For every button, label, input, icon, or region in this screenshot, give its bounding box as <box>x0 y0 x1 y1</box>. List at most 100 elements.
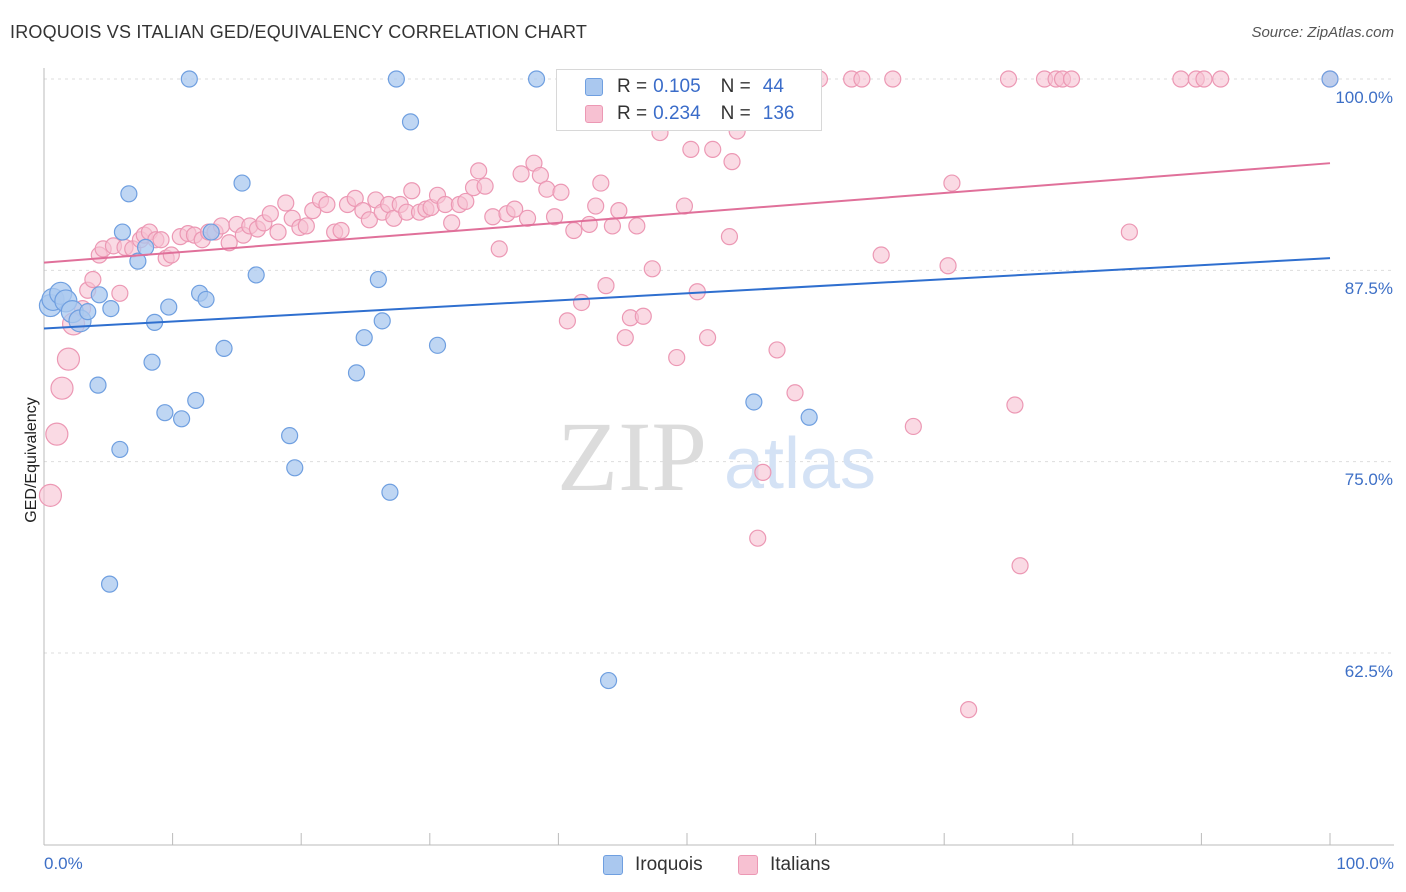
iroquois-trend-line <box>43 257 1331 330</box>
x-tick-label-min: 0.0% <box>44 854 83 873</box>
italians-point-84 <box>597 277 615 295</box>
iroquois-point-10 <box>100 575 119 593</box>
y-axis-title: GED/Equivalency <box>23 397 40 522</box>
italians-point-55 <box>403 182 421 200</box>
r-label: R = <box>617 76 648 97</box>
italians-point-121 <box>1006 396 1024 414</box>
watermark: ZIP atlas <box>557 401 876 512</box>
iroquois-point-15 <box>136 238 155 256</box>
italians-point-97 <box>698 329 717 347</box>
italians-point-122 <box>1011 557 1029 575</box>
iroquois-point-41 <box>745 393 763 411</box>
trend-lines <box>43 162 1331 330</box>
iroquois-point-31 <box>347 364 366 382</box>
italians-point-94 <box>675 197 694 215</box>
italians-point-35 <box>269 223 287 241</box>
italians-point-0 <box>38 483 63 507</box>
iroquois-legend-swatch <box>603 855 623 875</box>
italians-point-82 <box>587 197 605 215</box>
italians-point-91 <box>643 260 661 278</box>
italians-point-89 <box>628 217 646 235</box>
italians-point-66 <box>476 177 494 195</box>
grid-lines <box>44 78 1394 654</box>
italians-point-100 <box>723 153 741 171</box>
italians-point-120 <box>999 70 1018 88</box>
italians-point-85 <box>603 217 622 235</box>
legend-row-iroquois: R = 0.105 N = 44 <box>585 74 784 100</box>
iroquois-point-40 <box>599 671 618 690</box>
iroquois-point-16 <box>143 353 161 371</box>
italians-point-128 <box>1172 70 1190 88</box>
iroquois-point-14 <box>129 252 147 270</box>
italians-point-115 <box>884 70 902 88</box>
iroquois-point-26 <box>215 339 233 357</box>
italians-point-118 <box>943 174 961 192</box>
italians-point-1 <box>45 422 69 446</box>
italians-point-34 <box>261 205 279 223</box>
italians-point-68 <box>490 240 508 258</box>
iroquois-point-7 <box>89 376 107 394</box>
italians-point-113 <box>853 70 871 88</box>
italians-point-117 <box>939 257 957 275</box>
italians-point-127 <box>1120 223 1138 241</box>
data-points <box>38 70 1339 719</box>
italians-legend-label: Italians <box>770 854 831 875</box>
legend-row-italians: R = 0.234 N = 136 <box>585 101 794 127</box>
iroquois-point-37 <box>401 113 420 131</box>
iroquois-point-11 <box>111 440 129 459</box>
italians-point-78 <box>558 312 577 330</box>
italians-point-130 <box>1195 70 1213 88</box>
italians-point-42 <box>318 195 336 214</box>
italians-swatch <box>585 105 603 123</box>
iroquois-point-25 <box>202 223 220 241</box>
iroquois-swatch <box>585 78 603 96</box>
iroquois-legend-label: Iroquois <box>635 854 703 875</box>
iroquois-point-18 <box>156 404 174 422</box>
italians-point-63 <box>457 192 475 211</box>
iroquois-n-value: 44 <box>762 76 784 97</box>
iroquois-point-20 <box>173 410 191 428</box>
italians-point-28 <box>220 234 238 252</box>
italians-point-98 <box>704 140 722 159</box>
italians-point-114 <box>872 246 890 264</box>
n-label: N = <box>720 103 751 124</box>
italians-n-value: 136 <box>762 103 795 124</box>
italians-point-65 <box>470 162 488 180</box>
italians-point-18 <box>152 231 170 249</box>
iroquois-point-43 <box>1321 70 1339 88</box>
italians-point-95 <box>682 140 700 159</box>
iroquois-r-value: 0.105 <box>653 76 701 97</box>
stats-legend: R = 0.105 N = 44 R = 0.234 N = 136 <box>556 69 822 131</box>
iroquois-point-34 <box>373 312 391 330</box>
italians-point-83 <box>592 174 610 192</box>
italians-point-106 <box>749 529 767 547</box>
italians-point-7 <box>84 270 102 289</box>
watermark-zip: ZIP <box>557 401 707 512</box>
italians-point-80 <box>572 293 591 312</box>
iroquois-point-13 <box>120 185 138 203</box>
iroquois-point-21 <box>180 70 198 88</box>
italians-point-87 <box>616 329 634 347</box>
iroquois-point-30 <box>286 459 304 477</box>
iroquois-point-32 <box>355 329 373 347</box>
italians-point-77 <box>552 183 570 201</box>
iroquois-point-27 <box>233 174 251 192</box>
italians-point-11 <box>111 284 129 302</box>
iroquois-point-8 <box>90 286 108 304</box>
iroquois-point-19 <box>160 298 178 316</box>
italians-point-110 <box>786 384 804 402</box>
iroquois-point-35 <box>381 483 399 501</box>
iroquois-point-12 <box>113 223 132 241</box>
italians-point-79 <box>565 221 583 240</box>
italians-r-value: 0.234 <box>653 103 701 124</box>
italians-point-76 <box>545 208 564 226</box>
italians-point-20 <box>162 246 180 264</box>
italians-point-39 <box>297 217 315 235</box>
y-tick-label-75: 75.0% <box>1345 470 1393 489</box>
italians-legend-swatch <box>738 855 758 875</box>
italians-point-109 <box>768 341 786 359</box>
iroquois-point-28 <box>247 266 265 284</box>
y-tick-label-87: 87.5% <box>1345 279 1393 298</box>
italians-point-46 <box>346 189 364 207</box>
